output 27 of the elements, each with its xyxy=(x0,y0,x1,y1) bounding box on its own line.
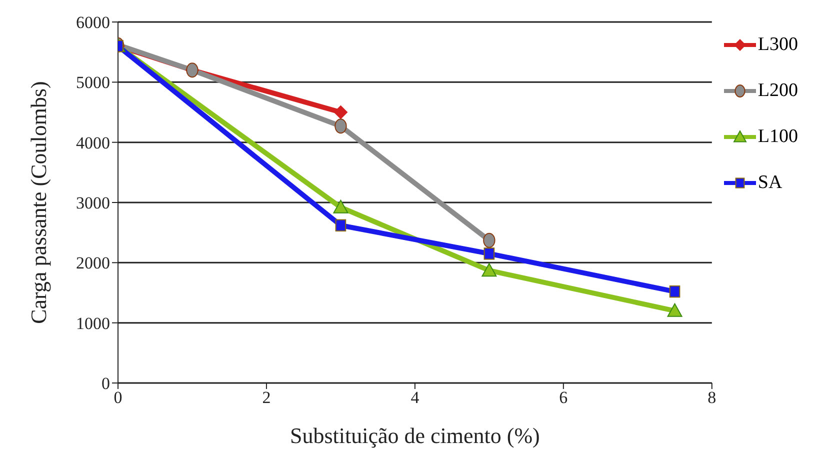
y-axis-title: Carga passante (Coulombs) xyxy=(26,81,51,324)
legend-label: L100 xyxy=(758,126,798,148)
x-tick-label: 8 xyxy=(708,388,716,408)
point xyxy=(334,118,347,134)
point xyxy=(482,262,497,277)
point xyxy=(484,248,495,260)
point xyxy=(667,303,682,317)
x-tick-label: 6 xyxy=(559,388,568,408)
legend-label: SA xyxy=(758,172,782,194)
x-axis-title: Substituição de cimento (%) xyxy=(290,423,540,448)
y-tick-label: 3000 xyxy=(76,194,110,213)
y-tick-label: 0 xyxy=(102,374,110,394)
y-tick-label: 2000 xyxy=(76,254,110,273)
y-tick-label: 4000 xyxy=(76,133,110,152)
y-tick-label: 1000 xyxy=(76,314,110,333)
legend-label: L200 xyxy=(758,80,798,102)
point xyxy=(334,105,348,120)
y-tick-label: 6000 xyxy=(76,13,110,32)
y-tick-label: 5000 xyxy=(76,73,110,92)
x-tick-label: 0 xyxy=(114,388,122,408)
point xyxy=(669,285,680,298)
legend-label: L300 xyxy=(758,34,798,56)
point xyxy=(333,200,348,214)
point xyxy=(483,232,496,248)
x-tick-label: 4 xyxy=(410,388,420,408)
x-tick-label: 2 xyxy=(262,388,271,408)
point xyxy=(335,219,346,232)
